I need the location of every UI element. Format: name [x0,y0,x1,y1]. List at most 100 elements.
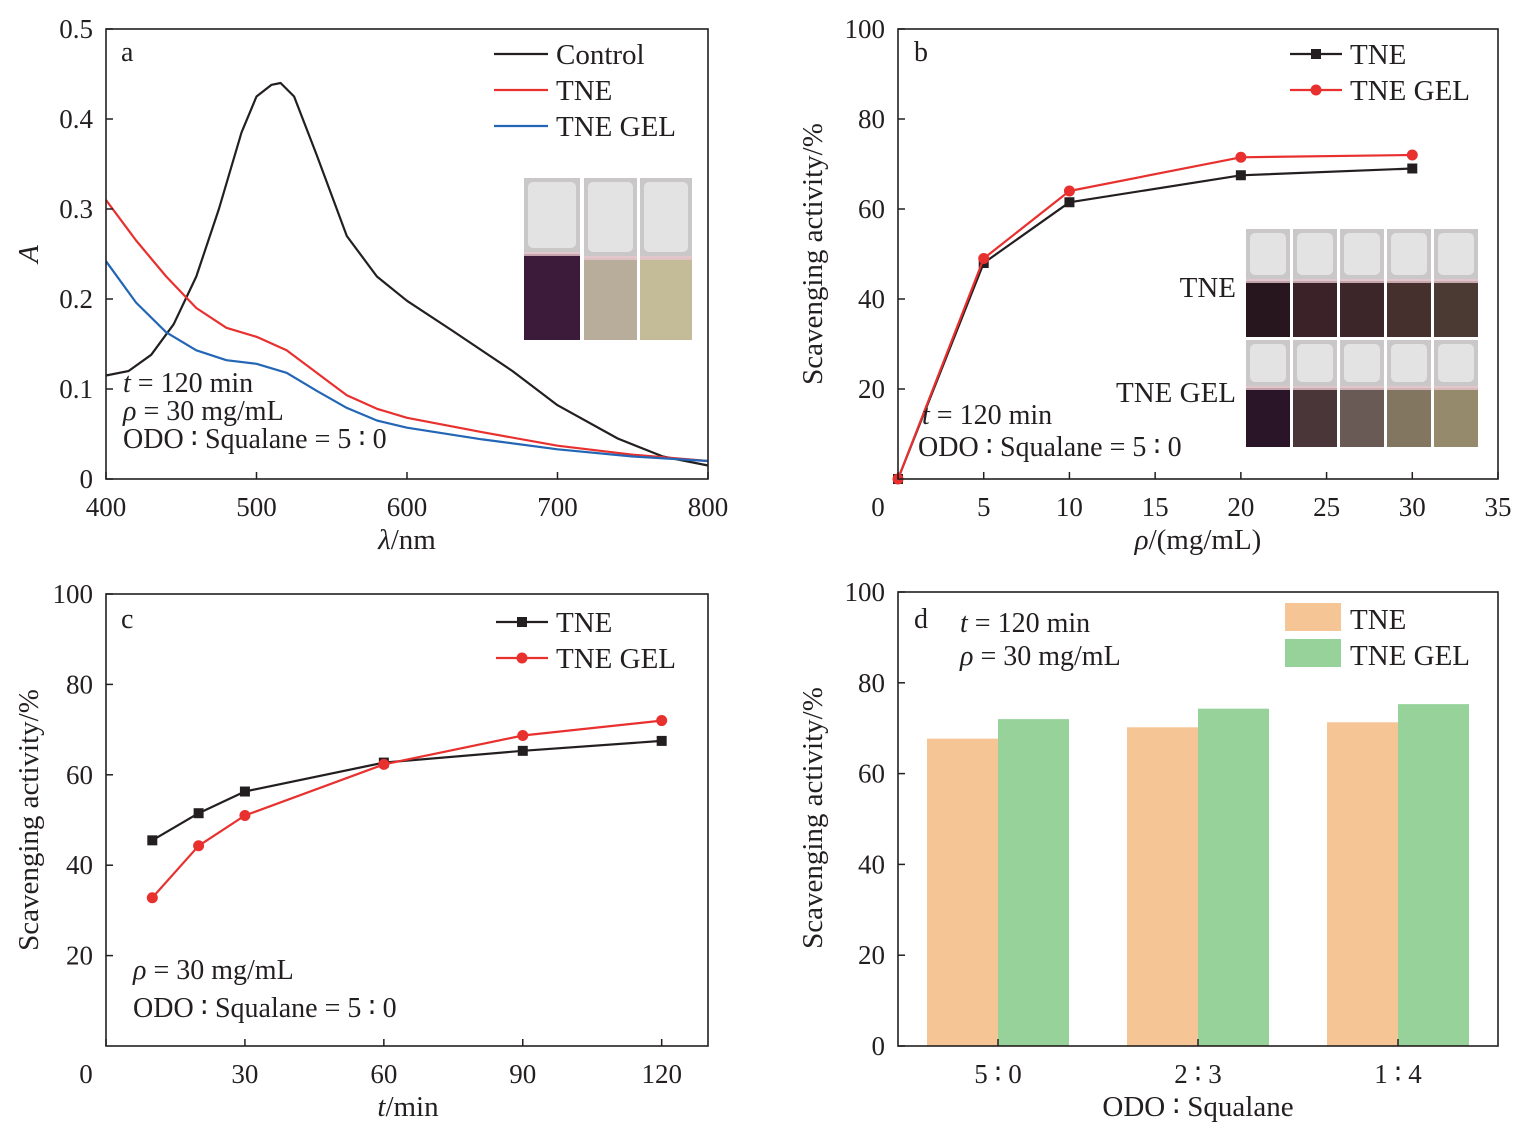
panel-b: TNE TNE GEL 0 5 10 15 20 25 30 35 20 40 60 80 100 ρ/(mg… [797,14,1512,556]
y-axis-title-b: Scavenging activity/% [797,123,829,385]
x-axis-title-c-text: /min [385,1091,439,1123]
legend-label: TNE GEL [556,111,676,143]
y-tick-label: 20 [858,374,885,404]
legend-label: TNE [556,75,612,107]
legend-label: Control [556,39,645,71]
y-tick-label: 0.5 [59,14,93,44]
data-point-tne-gel [978,253,990,264]
data-point-tne [239,786,250,797]
x-tick-label: 0 [79,1059,93,1089]
annotation: ρ = 30 mg/mL [959,641,1121,672]
vial-tne-2-shine [1297,233,1333,275]
annotation-var: ρ [959,641,973,672]
legend-swatch [1285,603,1341,631]
data-point-tne-gel [1235,151,1247,163]
bar-tne [927,738,998,1046]
bar-tne [1127,727,1198,1046]
vial-tne-gel-1-shine [1250,344,1286,382]
vial-tne-3-shine [1344,233,1380,275]
vial-tne-gel-3-liquid [1340,388,1384,447]
vial-tne-gel-2 [1293,340,1337,447]
annotation: t = 120 min [960,608,1090,639]
x-tick-label: 500 [236,492,277,522]
annotation-var: ρ [122,396,136,427]
x-axis-title-b: ρ/(mg/mL) [1134,524,1262,556]
x-tick-label: 35 [1485,492,1512,522]
panel-c: 0 30 60 90 120 20 40 60 80 100 t/min Scavenging act… [13,579,709,1123]
vial-tne [584,178,637,340]
plot-frame-d [897,591,1499,1047]
y-tick-label: 60 [858,759,885,789]
data-point-tne-gel [193,840,205,852]
series-line-control [105,81,709,467]
vial-tne-gel-1-liquid [1246,388,1290,447]
x-tick-label: 15 [1142,492,1169,522]
data-point-tne-gel [239,809,251,821]
legend-label: TNE [556,607,612,639]
data-point-tne [147,835,158,846]
legend-label: TNE [1350,39,1406,71]
vial-tne-gel-5 [1434,340,1478,447]
y-tick-label: 80 [66,669,93,699]
legend-marker [1310,84,1322,96]
vial-tne-gel-3-shine [1344,344,1380,382]
vial-tne-liquid [584,258,637,340]
y-tick-label: 40 [66,850,93,880]
y-tick-label: 0.2 [59,284,93,314]
vial-control [524,178,580,340]
vial-tne-shine [588,182,633,252]
vial-tne-4-liquid [1387,281,1431,337]
panel-letter-c: c [121,604,133,635]
y-tick-label: 80 [858,104,885,134]
x-tick-label: 25 [1313,492,1340,522]
vial-tne-gel-5-meniscus [1434,386,1478,390]
vial-tne-gel-4 [1387,340,1431,447]
inset-photo-b [1246,229,1478,447]
data-point-tne-gel [517,729,529,741]
inset-photo-a [524,178,692,340]
legend-marker [516,652,528,664]
vial-tne-3-liquid [1340,281,1384,337]
vial-tne-1 [1246,229,1290,337]
annotation-text: = 30 mg/mL [973,641,1120,672]
vial-tne-5-meniscus [1434,279,1478,283]
vial-tne-2-meniscus [1293,279,1337,283]
annotation-text: = 120 min [930,400,1052,431]
y-tick-label: 20 [858,940,885,970]
y-tick-label: 20 [66,941,93,971]
plot-frame-b [897,28,1499,480]
x-category-label: 2 ∶ 3 [1174,1059,1222,1089]
data-point-tne [1064,197,1075,208]
vial-tne-4-meniscus [1387,279,1431,283]
vial-tne-meniscus [584,256,637,260]
vial-tne-gel-4-liquid [1387,388,1431,447]
panel-letter-a: a [121,37,134,68]
vial-tne-5-shine [1438,233,1474,275]
x-category-label: 5 ∶ 0 [974,1059,1022,1089]
x-tick-label: 0 [871,492,885,522]
vial-tne-gel-3-meniscus [1340,386,1384,390]
vial-tne-3 [1340,229,1384,337]
vial-tne-gel-2-meniscus [1293,386,1337,390]
data-point-tne [656,735,667,746]
vial-tne-gel-2-shine [1297,344,1333,382]
y-tick-label: 0.1 [59,374,93,404]
y-tick-label: 0 [872,1031,886,1061]
panel-letter-d: d [914,604,928,635]
annotation-text: ODO ∶ Squalane = 5 ∶ 0 [123,424,387,455]
annotation: ODO ∶ Squalane = 5 ∶ 0 [918,432,1182,463]
x-tick-label: 60 [370,1059,397,1089]
annotation-text: ODO ∶ Squalane = 5 ∶ 0 [918,432,1182,463]
vial-tne-2 [1293,229,1337,337]
annotation: ρ = 30 mg/mL [122,396,284,427]
x-axis-title-a: λ/nm [377,524,436,556]
x-tick-label: 700 [537,492,578,522]
x-tick-label: 20 [1227,492,1254,522]
x-axis-title-b-text: /(mg/mL) [1149,524,1262,556]
vial-tne-gel-3 [1340,340,1384,447]
data-point-tne [193,808,204,819]
vial-tne-gel-5-liquid [1434,388,1478,447]
y-tick-label: 100 [53,579,94,609]
y-tick-label: 0.4 [59,104,93,134]
x-axis-title-a-text: /nm [391,524,437,556]
